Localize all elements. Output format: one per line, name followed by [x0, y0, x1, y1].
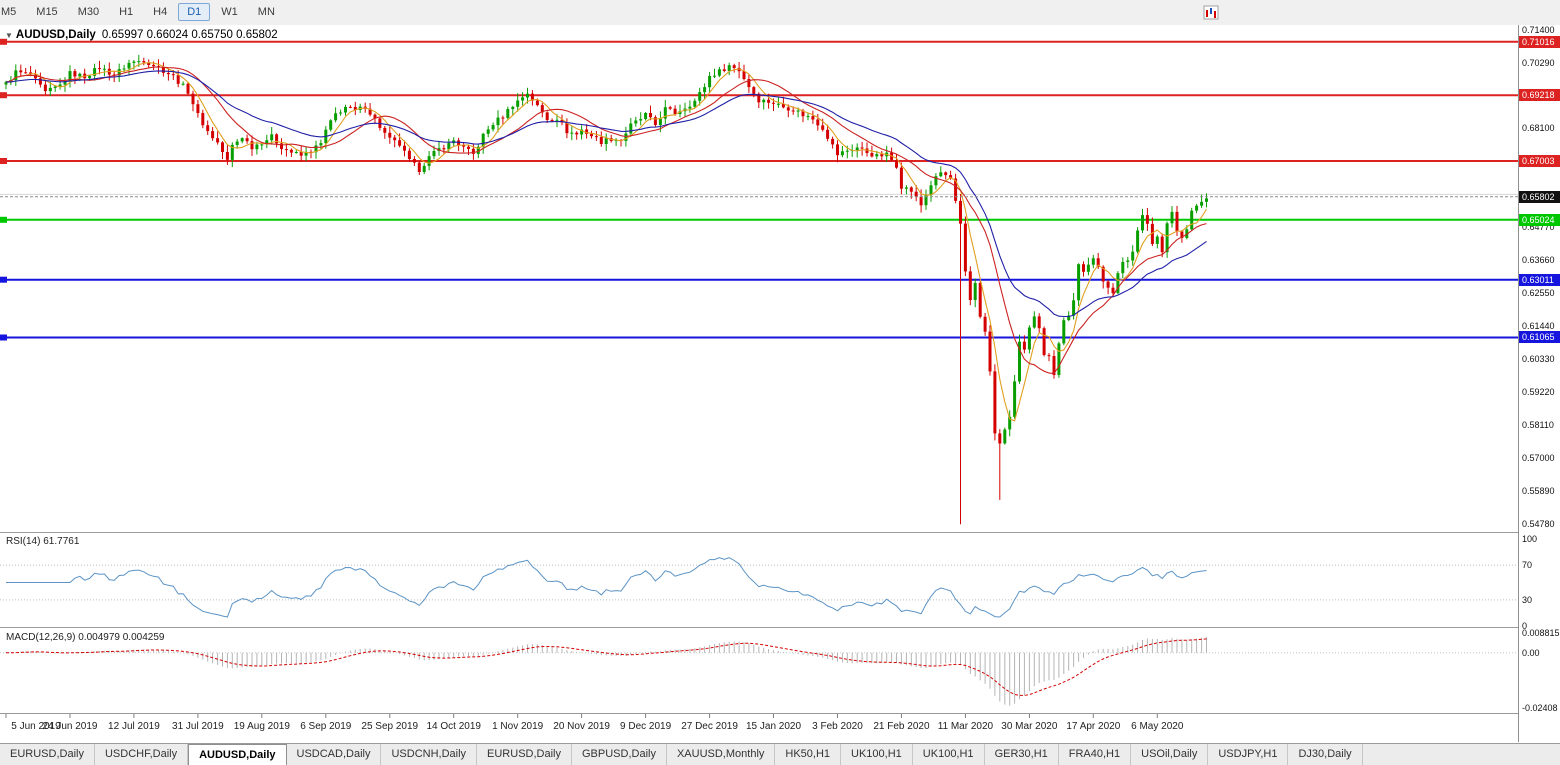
time-axis-label: 27 Dec 2019 — [681, 721, 738, 732]
timeframe-button-m30[interactable]: M30 — [77, 6, 100, 18]
price-axis-label: 0.57000 — [1522, 453, 1555, 464]
time-axis-label: 21 Feb 2020 — [873, 721, 930, 732]
symbol-tab-eurusd-daily[interactable]: EURUSD,Daily — [0, 744, 95, 765]
price-axis-label: 0.62550 — [1522, 288, 1555, 299]
symbol-tab-ger30-h1[interactable]: GER30,H1 — [985, 744, 1059, 765]
price-line-tag: 0.71016 — [1519, 35, 1560, 48]
macd-indicator-label: MACD(12,26,9) 0.004979 0.004259 — [6, 632, 165, 643]
price-axis-label: 0.60330 — [1522, 354, 1555, 365]
time-axis-label: 9 Dec 2019 — [620, 721, 672, 732]
price-axis-label: 0.58110 — [1522, 420, 1554, 431]
price-line-tag: 0.67003 — [1519, 155, 1560, 168]
rsi-axis-label: 30 — [1522, 594, 1533, 605]
time-axis-label: 6 May 2020 — [1131, 721, 1184, 732]
chart-ohlc-values: 0.65997 0.66024 0.65750 0.65802 — [101, 29, 278, 41]
rsi-axis-label: 100 — [1522, 534, 1538, 544]
symbol-tab-usdjpy-h1[interactable]: USDJPY,H1 — [1208, 744, 1289, 765]
symbol-tab-uk100-h1[interactable]: UK100,H1 — [841, 744, 913, 765]
price-line-tag: 0.65024 — [1519, 213, 1560, 226]
price-line-tag: 0.61065 — [1519, 331, 1560, 344]
timeframe-button-row: M5 M15 M30 H1 H4 D1 W1 MN — [0, 0, 1560, 24]
price-line-tag: 0.69218 — [1519, 89, 1560, 102]
time-axis-label: 12 Jul 2019 — [108, 721, 160, 732]
timeframe-button-m5[interactable]: M5 — [1, 6, 17, 18]
time-axis-label: 14 Oct 2019 — [426, 721, 481, 732]
price-line-tag: 0.63011 — [1519, 273, 1560, 286]
chart-title-row: ▼ AUDUSD,Daily 0.65997 0.66024 0.65750 0.6… — [5, 29, 278, 41]
symbol-tab-eurusd-daily[interactable]: EURUSD,Daily — [477, 744, 572, 765]
symbol-tab-usdcnh-daily[interactable]: USDCNH,Daily — [381, 744, 478, 765]
price-axis-label: 0.64770 — [1522, 222, 1555, 233]
macd-axis-label: 0.008815 — [1522, 627, 1560, 638]
symbol-tab-xauusd-monthly[interactable]: XAUUSD,Monthly — [667, 744, 776, 765]
time-axis-label: 15 Jan 2020 — [745, 721, 802, 732]
symbol-tab-usoil-daily[interactable]: USOil,Daily — [1131, 744, 1209, 765]
time-axis: 5 Jun 2019 24 Jun 2019 12 Jul 2019 31 Jul 2… — [0, 719, 1518, 741]
chart-tab-bar: EURUSD,Daily USDCHF,Daily AUDUSD,Daily USDC… — [0, 743, 1560, 765]
time-axis-label: 24 Jun 2019 — [42, 721, 98, 732]
time-axis-label: 11 Mar 2020 — [937, 721, 994, 732]
price-axis-label: 0.68100 — [1522, 123, 1555, 134]
symbol-tab-usdcad-daily[interactable]: USDCAD,Daily — [287, 744, 382, 765]
symbol-tab-uk100-h1[interactable]: UK100,H1 — [913, 744, 985, 765]
price-axis-label: 0.70290 — [1522, 58, 1555, 69]
chart-background — [0, 25, 1560, 743]
symbol-tab-gbpusd-daily[interactable]: GBPUSD,Daily — [572, 744, 667, 765]
price-axis-label: 0.54780 — [1522, 519, 1555, 530]
timeframe-button-h4[interactable]: H4 — [153, 6, 168, 18]
candlestick-chart-plot[interactable] — [0, 0, 1518, 742]
macd-axis-label: -0.02408 — [1522, 702, 1558, 713]
price-axis-label: 0.61440 — [1522, 321, 1555, 332]
mini-chart-icon[interactable] — [1203, 5, 1219, 21]
time-axis-label: 31 Jul 2019 — [172, 721, 224, 732]
time-axis-label: 6 Sep 2019 — [300, 721, 352, 732]
time-axis-label: 17 Apr 2020 — [1066, 721, 1121, 732]
time-axis-label: 19 Aug 2019 — [233, 721, 290, 732]
timeframe-button-m15[interactable]: M15 — [36, 6, 58, 18]
rsi-indicator-label: RSI(14) 61.7761 — [6, 536, 80, 547]
time-axis-label: 5 Jun 2019 — [11, 721, 61, 732]
time-axis-label: 1 Nov 2019 — [492, 721, 544, 732]
price-axis-label: 0.59220 — [1522, 387, 1555, 398]
time-axis-label: 25 Sep 2019 — [361, 721, 419, 732]
chart-dropdown-icon[interactable]: ▼ — [5, 31, 13, 40]
rsi-axis-label: 70 — [1522, 560, 1533, 571]
time-axis-label: 20 Nov 2019 — [553, 721, 610, 732]
symbol-tab-hk50-h1[interactable]: HK50,H1 — [775, 744, 842, 765]
time-axis-label: 3 Feb 2020 — [812, 721, 863, 732]
timeframe-button-h1[interactable]: H1 — [119, 6, 134, 18]
current-price-tag: 0.65802 — [1519, 190, 1560, 203]
symbol-tab-fra40-h1[interactable]: FRA40,H1 — [1059, 744, 1132, 765]
symbol-tab-dj30-daily[interactable]: DJ30,Daily — [1288, 744, 1363, 765]
symbol-tab-audusd-daily[interactable]: AUDUSD,Daily — [188, 744, 287, 765]
timeframe-button-w1[interactable]: W1 — [221, 6, 238, 18]
price-axis-label: 0.55890 — [1522, 486, 1555, 497]
chart-symbol-title: AUDUSD,Daily — [15, 29, 96, 41]
symbol-tab-usdchf-daily[interactable]: USDCHF,Daily — [95, 744, 189, 765]
rsi-axis-label: 0 — [1522, 621, 1528, 631]
price-axis-label: 0.71400 — [1522, 25, 1555, 36]
price-axis: 0.71400 0.70290 0.68100 0.64770 0.63660 0.625… — [1518, 25, 1560, 742]
macd-axis-label: 0.00 — [1522, 647, 1540, 658]
price-axis-label: 0.63660 — [1522, 255, 1555, 266]
timeframe-button-mn[interactable]: MN — [257, 6, 275, 18]
timeframe-button-d1[interactable]: D1 — [178, 3, 211, 21]
time-axis-label: 30 Mar 2020 — [1001, 721, 1058, 732]
